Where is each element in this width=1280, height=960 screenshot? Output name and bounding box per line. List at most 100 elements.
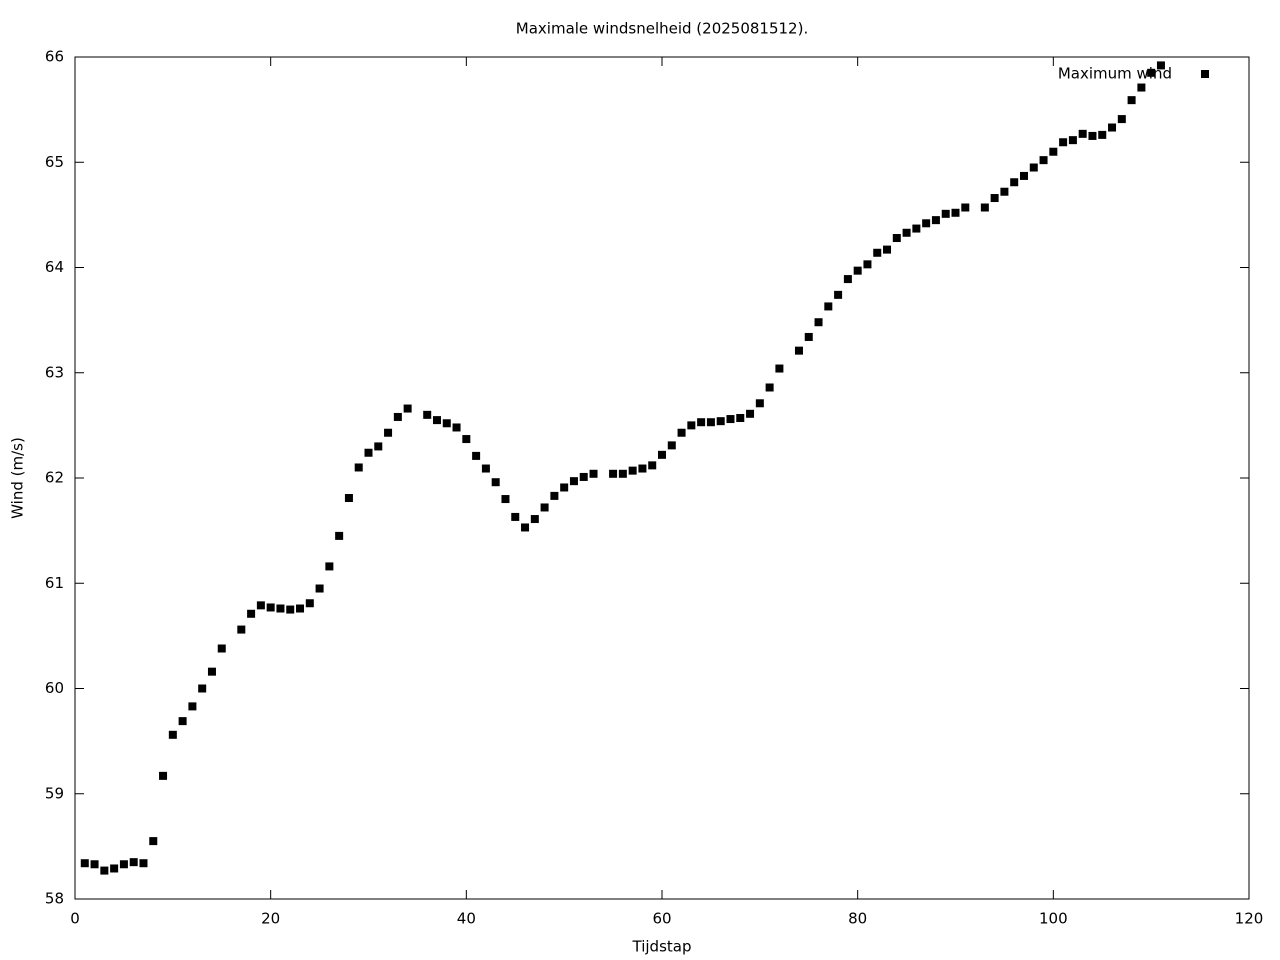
data-point	[276, 604, 285, 613]
data-point	[521, 523, 530, 532]
data-point	[579, 472, 588, 481]
data-point	[432, 416, 441, 425]
data-point	[315, 584, 324, 593]
y-tick-label: 58	[45, 890, 64, 908]
data-point	[188, 702, 197, 711]
data-point	[1000, 187, 1009, 196]
legend-label: Maximum wind	[1058, 65, 1172, 83]
y-axis-label: Wind (m/s)	[9, 437, 27, 519]
data-point	[90, 860, 99, 869]
data-point	[765, 383, 774, 392]
data-point	[198, 684, 207, 693]
data-point	[726, 415, 735, 424]
data-point	[746, 409, 755, 418]
data-point	[814, 318, 823, 327]
legend-symbol	[1201, 70, 1209, 78]
data-point	[961, 203, 970, 212]
data-point	[344, 493, 353, 502]
data-point	[286, 605, 295, 614]
data-point	[296, 604, 305, 613]
data-point	[589, 469, 598, 478]
x-tick-label: 120	[1235, 910, 1264, 928]
data-point	[941, 209, 950, 218]
data-point	[364, 448, 373, 457]
y-tick-label: 66	[45, 48, 64, 66]
data-point	[462, 435, 471, 444]
data-point	[1108, 123, 1117, 132]
data-point	[667, 441, 676, 450]
data-point	[775, 364, 784, 373]
data-point	[540, 503, 549, 512]
data-point	[638, 464, 647, 473]
data-point	[873, 248, 882, 257]
data-point	[168, 730, 177, 739]
data-point	[149, 837, 158, 846]
data-point	[247, 609, 256, 618]
data-point	[716, 417, 725, 426]
data-point	[736, 414, 745, 423]
data-point	[609, 469, 618, 478]
data-point	[931, 216, 940, 225]
data-point	[1117, 115, 1126, 124]
data-point	[863, 260, 872, 269]
data-point	[511, 512, 520, 521]
data-point	[1059, 138, 1068, 147]
chart-title: Maximale windsnelheid (2025081512).	[516, 20, 808, 38]
y-tick-label: 63	[45, 363, 64, 381]
data-point	[384, 428, 393, 437]
data-point	[560, 483, 569, 492]
data-point	[648, 461, 657, 470]
data-point	[100, 866, 109, 875]
data-point	[1049, 147, 1058, 156]
data-point	[256, 601, 265, 610]
data-point	[883, 245, 892, 254]
data-point	[129, 858, 138, 867]
data-point	[1019, 171, 1028, 180]
data-point	[325, 562, 334, 571]
data-point	[452, 423, 461, 432]
y-tick-label: 65	[45, 153, 64, 171]
data-point	[1098, 130, 1107, 139]
x-tick-label: 40	[457, 910, 476, 928]
data-point	[178, 717, 187, 726]
data-point	[902, 228, 911, 237]
y-tick-label: 61	[45, 574, 64, 592]
data-point	[550, 491, 559, 500]
data-point	[824, 302, 833, 311]
data-point	[237, 625, 246, 634]
data-point	[755, 399, 764, 408]
data-point	[1088, 131, 1097, 140]
data-point	[804, 332, 813, 341]
data-point	[794, 346, 803, 355]
data-point	[374, 442, 383, 451]
data-point	[305, 599, 314, 608]
data-point	[980, 203, 989, 212]
data-point	[393, 412, 402, 421]
data-point	[266, 603, 275, 612]
y-tick-label: 59	[45, 784, 64, 802]
y-tick-label: 64	[45, 258, 64, 276]
data-point	[217, 644, 226, 653]
data-point	[912, 224, 921, 233]
data-point	[706, 418, 715, 427]
data-point	[628, 466, 637, 475]
data-point	[442, 419, 451, 428]
data-point	[569, 477, 578, 486]
data-point	[1010, 178, 1019, 187]
data-point	[481, 464, 490, 473]
data-point	[472, 451, 481, 460]
data-point	[1039, 156, 1048, 165]
data-point	[207, 667, 216, 676]
data-point	[687, 421, 696, 430]
data-point	[677, 428, 686, 437]
data-point	[1137, 83, 1146, 92]
data-point	[530, 515, 539, 524]
data-point	[335, 531, 344, 540]
data-point	[1068, 136, 1077, 145]
data-point	[159, 771, 168, 780]
x-tick-label: 0	[70, 910, 80, 928]
data-point	[1127, 96, 1136, 105]
data-point	[110, 864, 119, 873]
data-point	[1029, 163, 1038, 172]
